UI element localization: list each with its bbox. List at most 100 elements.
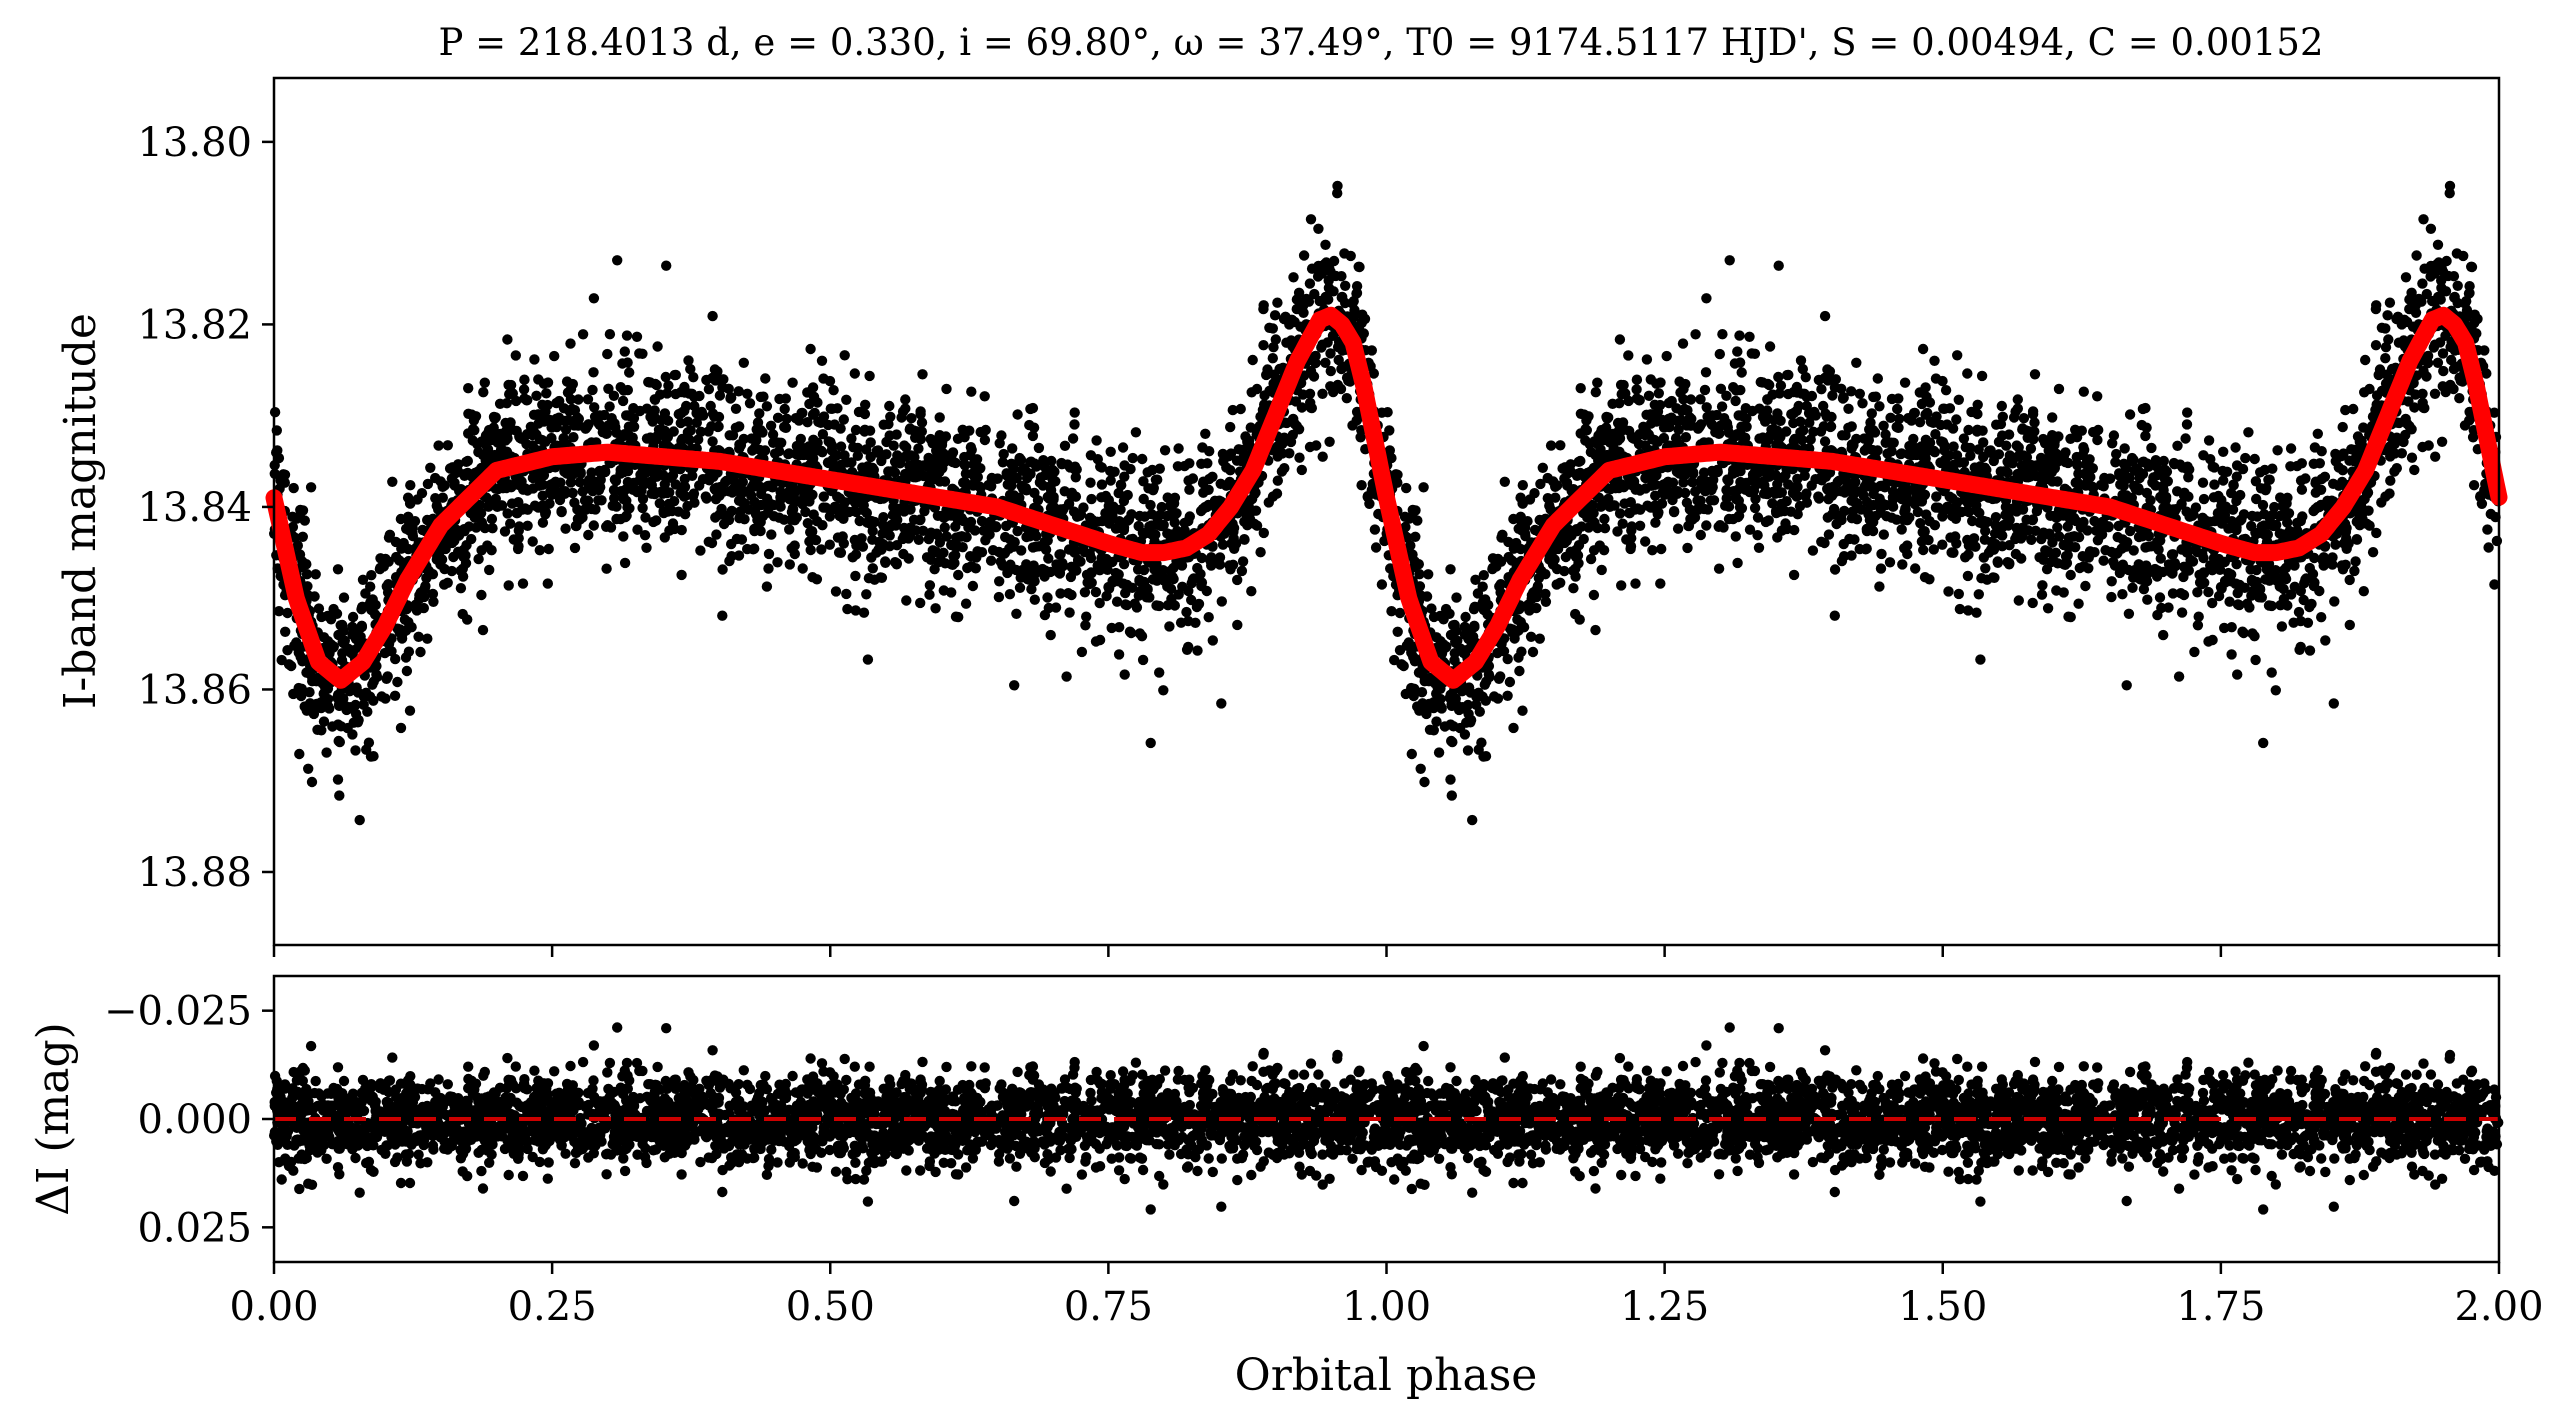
obs-point-2790 xyxy=(735,506,746,517)
obs-point-4879 xyxy=(1426,603,1437,614)
obs-point-2099 xyxy=(395,722,407,734)
obs-point-4009 xyxy=(1631,384,1642,395)
obs-point-1506 xyxy=(1296,464,1308,476)
obs-point-3600 xyxy=(2296,484,2308,495)
obs-point-2884 xyxy=(537,490,548,501)
obs-point-2787 xyxy=(728,475,739,486)
obs-point-2559 xyxy=(403,543,414,555)
obs-point-2775 xyxy=(787,488,798,499)
obs-point-412 xyxy=(1070,472,1082,483)
obs-point-4691 xyxy=(1555,440,1566,451)
obs-point-2656 xyxy=(1025,403,1036,415)
obs-point-4480 xyxy=(1655,578,1666,589)
obs-point-4198 xyxy=(1829,610,1841,621)
obs-point-4936 xyxy=(2380,353,2391,364)
obs-point-2776 xyxy=(742,543,753,555)
obs-point-1664 xyxy=(661,260,672,271)
obs-point-2263 xyxy=(1017,481,1029,492)
obs-point-26 xyxy=(366,570,377,581)
obs-point-2609 xyxy=(1105,446,1116,457)
obs-point-1152 xyxy=(1015,454,1027,465)
obs-point-4190 xyxy=(1732,346,1743,357)
obs-point-1228 xyxy=(828,385,839,396)
obs-point-2297 xyxy=(889,467,901,478)
obs-point-2516 xyxy=(1069,461,1081,472)
obs-point-1023 xyxy=(543,543,554,555)
obs-point-1740 xyxy=(953,611,964,623)
obs-point-716 xyxy=(565,338,576,349)
obs-point-2912 xyxy=(1152,519,1163,530)
obs-point-209 xyxy=(463,383,474,394)
obs-point-2780 xyxy=(658,507,669,519)
obs-point-4588 xyxy=(2258,737,2269,749)
obs-point-4228 xyxy=(1940,385,1952,396)
obs-point-1190 xyxy=(619,346,630,357)
obs-point-961 xyxy=(1351,281,1363,292)
obs-point-2692 xyxy=(678,481,690,492)
obs-point-2949 xyxy=(659,425,670,436)
obs-point-445 xyxy=(921,552,933,563)
obs-point-4373 xyxy=(1749,502,1761,514)
obs-point-4906 xyxy=(1568,565,1579,576)
obs-point-1411 xyxy=(387,476,398,487)
obs-point-2896 xyxy=(1239,534,1250,545)
obs-point-1056 xyxy=(1227,404,1239,416)
obs-point-4178 xyxy=(2243,427,2254,438)
obs-point-4672 xyxy=(1542,493,1554,504)
obs-point-2866 xyxy=(355,631,366,642)
obs-point-2273 xyxy=(574,477,586,488)
obs-point-3485 xyxy=(2482,524,2493,535)
obs-point-4664 xyxy=(1773,260,1784,271)
obs-point-2481 xyxy=(947,559,958,570)
obs-point-4755 xyxy=(1929,355,1940,366)
obs-point-3589 xyxy=(2192,587,2203,598)
obs-point-2974 xyxy=(1356,480,1367,491)
obs-point-4284 xyxy=(2304,601,2315,613)
obs-point-100 xyxy=(1164,621,1175,632)
obs-point-4981 xyxy=(2216,518,2227,529)
obs-point-3248 xyxy=(1897,559,1908,570)
obs-point-2311 xyxy=(1155,509,1166,520)
obs-point-297 xyxy=(1159,445,1171,456)
obs-point-2325 xyxy=(966,386,977,397)
obs-point-4930 xyxy=(1705,495,1717,506)
obs-point-1675 xyxy=(1192,645,1203,656)
obs-point-1957 xyxy=(303,763,314,774)
obs-point-748 xyxy=(839,350,850,361)
obs-point-99 xyxy=(1269,310,1281,321)
obs-point-315 xyxy=(476,589,487,601)
obs-point-2600 xyxy=(612,255,623,266)
obs-point-3813 xyxy=(1460,611,1471,623)
obs-point-2687 xyxy=(499,526,511,537)
obs-point-1342 xyxy=(1136,631,1148,642)
obs-point-2127 xyxy=(1196,580,1207,592)
obs-point-2641 xyxy=(1298,307,1309,318)
obs-point-4980 xyxy=(2092,391,2103,402)
obs-point-4932 xyxy=(1826,411,1837,423)
obs-point-330 xyxy=(767,429,779,440)
obs-point-2991 xyxy=(841,506,852,517)
obs-point-4528 xyxy=(1497,529,1508,540)
obs-point-2305 xyxy=(621,330,633,341)
obs-point-970 xyxy=(380,693,391,704)
obs-point-1844 xyxy=(965,551,976,562)
obs-point-4121 xyxy=(2197,477,2209,488)
obs-point-1209 xyxy=(1202,458,1213,469)
obs-point-1093 xyxy=(433,440,444,451)
obs-point-124 xyxy=(862,654,874,665)
obs-point-4868 xyxy=(2180,563,2191,574)
obs-point-1222 xyxy=(334,790,345,801)
obs-point-2861 xyxy=(564,405,575,417)
obs-point-3391 xyxy=(2384,297,2396,308)
obs-point-2963 xyxy=(1264,322,1275,333)
obs-point-2992 xyxy=(1343,375,1355,387)
obs-point-1550 xyxy=(356,620,367,631)
obs-point-2280 xyxy=(1004,589,1016,600)
obs-point-1846 xyxy=(734,421,745,432)
obs-point-1783 xyxy=(852,442,863,454)
obs-point-4620 xyxy=(2027,406,2039,417)
obs-point-1380 xyxy=(339,636,350,647)
obs-point-4640 xyxy=(2169,459,2180,470)
obs-point-1733 xyxy=(1215,478,1226,489)
obs-point-171 xyxy=(517,578,529,589)
